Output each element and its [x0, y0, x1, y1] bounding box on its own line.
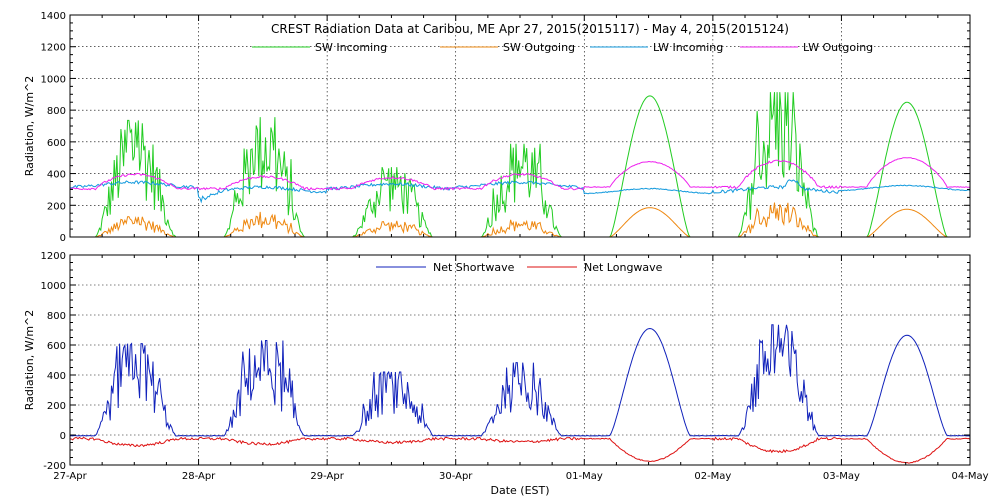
series-line-lw-outgoing — [69, 157, 970, 191]
y-tick-label: 400 — [47, 170, 66, 181]
top-panel: 0 200 400 600 800 1000 1200 1400 CREST Radiatio… — [23, 11, 971, 244]
x-tick-label: 01-May — [566, 471, 603, 482]
bottom-ticks: 27-Apr 28-Apr 29-Apr 30-Apr 01-May 02-May 03-M… — [41, 251, 989, 482]
y-tick-label: 200 — [47, 201, 66, 212]
legend-label: Net Longwave — [584, 261, 663, 274]
top-y-axis-label: Radiation, W/m^2 — [23, 76, 36, 177]
y-tick-label: 0 — [60, 233, 66, 244]
y-tick-label: 600 — [47, 341, 66, 352]
y-tick-label: -200 — [43, 461, 66, 472]
x-axis-label: Date (EST) — [490, 484, 549, 497]
legend-label: Net Shortwave — [433, 261, 515, 274]
y-tick-label: 200 — [47, 401, 66, 412]
y-tick-label: 0 — [60, 431, 66, 442]
top-ticks: 0 200 400 600 800 1000 1200 1400 — [41, 11, 971, 244]
legend-label: LW Incoming — [653, 41, 723, 54]
y-tick-label: 800 — [47, 311, 66, 322]
bottom-legend: Net Shortwave Net Longwave — [376, 261, 663, 274]
bottom-grid — [70, 255, 970, 465]
series-line-lw-incoming — [70, 179, 971, 204]
x-tick-label: 02-May — [694, 471, 731, 482]
legend-label: LW Outgoing — [803, 41, 873, 54]
bottom-panel: 27-Apr 28-Apr 29-Apr 30-Apr 01-May 02-May 03-M… — [23, 251, 989, 497]
y-tick-label: 400 — [47, 371, 66, 382]
x-tick-label: 28-Apr — [182, 471, 216, 482]
x-tick-label: 27-Apr — [53, 471, 87, 482]
y-tick-label: 1000 — [41, 281, 66, 292]
x-tick-label: 30-Apr — [439, 471, 473, 482]
series-line-net-shortwave — [69, 324, 971, 437]
y-tick-label: 1000 — [41, 74, 66, 85]
y-tick-label: 1200 — [41, 251, 66, 262]
y-tick-label: 600 — [47, 138, 66, 149]
series-line-sw-incoming — [70, 92, 970, 238]
y-tick-label: 1400 — [41, 11, 66, 22]
top-legend: SW Incoming SW Outgoing LW Incoming LW Outg… — [252, 41, 873, 54]
legend-label: SW Outgoing — [503, 41, 575, 54]
legend-label: SW Incoming — [315, 41, 387, 54]
x-tick-label: 04-May — [951, 471, 988, 482]
top-grid — [70, 15, 970, 237]
y-tick-label: 1200 — [41, 43, 66, 54]
bottom-plot-frame — [69, 254, 971, 466]
x-tick-label: 03-May — [823, 471, 860, 482]
series-line-sw-outgoing — [70, 202, 970, 238]
y-tick-label: 800 — [47, 106, 66, 117]
bottom-y-axis-label: Radiation, W/m^2 — [23, 310, 36, 411]
series-line-net-longwave — [69, 436, 971, 464]
top-series — [69, 92, 971, 238]
bottom-series — [69, 324, 971, 464]
x-tick-label: 29-Apr — [310, 471, 344, 482]
chart-title: CREST Radiation Data at Caribou, ME Apr … — [271, 22, 789, 36]
